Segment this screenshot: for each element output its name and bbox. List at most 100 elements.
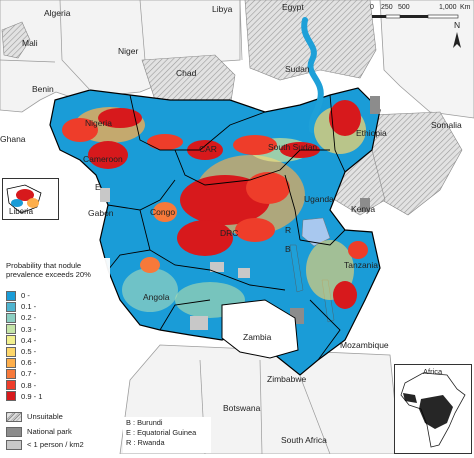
label-equatorial-guinea-e: E <box>95 182 101 192</box>
africa-locator-inset: Africa <box>394 364 472 454</box>
legend: Probability that nodule prevalence excee… <box>2 258 110 454</box>
legend-class-row: 0.1 - <box>6 301 36 312</box>
legend-class-row: 0.9 - 1 <box>6 391 43 402</box>
label-zimbabwe: Zimbabwe <box>267 374 306 384</box>
scale-tick-250: 250 <box>381 4 393 11</box>
legend-class-row: 0.2 - <box>6 312 36 323</box>
legend-class-swatch <box>6 290 16 301</box>
label-ghana: Ghana <box>0 134 26 144</box>
label-south-sudan: South Sudan <box>268 142 317 152</box>
high-probability-hotspots <box>62 100 368 309</box>
scale-tick-500: 500 <box>398 4 410 11</box>
legend-class-swatch <box>6 346 16 357</box>
unsuitable-zone-sahel-west <box>1 21 31 59</box>
legend-class-label: 0.7 - <box>21 369 37 379</box>
scale-tick-0: 0 <box>370 4 374 11</box>
west-africa-land <box>0 0 241 113</box>
abbreviations-box: B : Burundi E : Equatorial Guinea R : Rw… <box>123 417 211 453</box>
label-mali: Mali <box>22 38 38 48</box>
scale-bar: 0 250 500 1,000 Km <box>368 2 474 24</box>
label-ethiopia: Ethiopia <box>356 128 387 138</box>
legend-class-row: 0 - <box>6 290 30 301</box>
label-mozambique: Mozambique <box>340 340 389 350</box>
legend-class-swatch <box>6 380 16 391</box>
legend-class-swatch <box>6 391 16 402</box>
legend-class-swatch <box>6 301 16 312</box>
label-gabon: Gabon <box>88 208 114 218</box>
legend-class-row: 0.8 - <box>6 380 36 391</box>
label-niger: Niger <box>118 46 138 56</box>
legend-class-swatch <box>6 357 16 368</box>
label-south-africa: South Africa <box>281 435 327 445</box>
legend-unsuitable-label: Unsuitable <box>27 412 63 421</box>
scale-tick-1000: 1,000 <box>439 4 457 11</box>
legend-class-label: 0 - <box>21 291 30 300</box>
label-rwanda-r: R <box>285 225 291 235</box>
label-cameroon: Cameroon <box>83 154 123 164</box>
legend-class-swatch <box>6 312 16 323</box>
legend-class-row: 0.6 - <box>6 357 36 368</box>
north-arrow-label: N <box>454 20 460 30</box>
label-benin: Benin <box>32 84 54 94</box>
label-zambia: Zambia <box>243 332 272 342</box>
country-borders <box>107 94 346 361</box>
legend-class-row: 0.4 - <box>6 335 36 346</box>
legend-national-park-label: National park <box>27 427 72 436</box>
label-chad: Chad <box>176 68 197 78</box>
label-car: CAR <box>199 144 217 154</box>
label-burundi-b: B <box>285 244 291 254</box>
legend-sparse: < 1 person / km2 <box>6 439 84 450</box>
national-park-swatch <box>6 426 22 437</box>
legend-class-label: 0.2 - <box>21 313 37 323</box>
abbr-burundi: B : Burundi <box>126 418 163 427</box>
legend-national-park: National park <box>6 426 72 437</box>
legend-sparse-label: < 1 person / km2 <box>27 440 84 449</box>
legend-class-swatch <box>6 368 16 379</box>
label-tanzania: Tanzania <box>344 260 378 270</box>
label-uganda: Uganda <box>304 194 334 204</box>
north-arrow: N <box>453 20 461 48</box>
liberia-inset: Liberia <box>2 178 59 220</box>
label-botswana: Botswana <box>223 403 261 413</box>
legend-class-row: 0.7 - <box>6 368 36 379</box>
legend-title: Probability that nodule prevalence excee… <box>6 261 91 279</box>
legend-class-label: 0.8 - <box>21 380 37 390</box>
legend-class-label: 0.1 - <box>21 302 37 312</box>
abbr-rwanda: R : Rwanda <box>126 438 165 447</box>
scale-unit: Km <box>460 4 471 11</box>
label-libya: Libya <box>212 4 233 14</box>
legend-class-label: 0.3 - <box>21 324 37 334</box>
abbr-equatorial-guinea: E : Equatorial Guinea <box>126 428 197 437</box>
sparse-population-swatch <box>6 439 22 450</box>
unsuitable-swatch <box>6 411 22 422</box>
scale-bar-graphic <box>372 14 459 19</box>
label-kenya: Kenya <box>351 204 375 214</box>
label-drc: DRC <box>220 228 238 238</box>
legend-class-label: 0.4 - <box>21 335 37 345</box>
legend-class-label: 0.9 - 1 <box>21 391 43 401</box>
inset-africa-label: Africa <box>423 367 443 376</box>
africa-locator-map <box>400 372 466 448</box>
liberia-inset-map <box>6 184 42 214</box>
legend-unsuitable: Unsuitable <box>6 411 63 422</box>
legend-class-row: 0.5 - <box>6 346 36 357</box>
label-angola: Angola <box>143 292 170 302</box>
label-nigeria: Nigeria <box>85 118 112 128</box>
national-park-patches <box>100 96 380 330</box>
north-africa-land <box>0 0 474 119</box>
label-algeria: Algeria <box>44 8 71 18</box>
legend-class-label: 0.5 - <box>21 347 37 356</box>
liberia-inset-label: Liberia <box>9 207 34 216</box>
lake-tanganyika <box>289 244 304 293</box>
legend-class-swatch <box>6 335 16 346</box>
zambia-no-data <box>221 299 299 359</box>
legend-class-row: 0.3 - <box>6 324 36 335</box>
nile-river <box>301 17 324 133</box>
label-sudan: Sudan <box>285 64 310 74</box>
label-somalia: Somalia <box>431 120 462 130</box>
legend-class-swatch <box>6 324 16 335</box>
label-egypt: Egypt <box>282 2 304 12</box>
label-congo: Congo <box>150 207 175 217</box>
legend-class-label: 0.6 - <box>21 358 37 368</box>
